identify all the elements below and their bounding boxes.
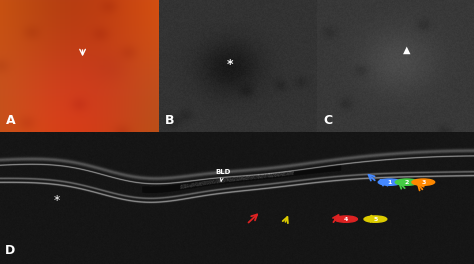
Circle shape bbox=[335, 216, 357, 222]
Circle shape bbox=[378, 179, 401, 185]
Circle shape bbox=[412, 179, 435, 185]
Text: D: D bbox=[5, 244, 15, 257]
Text: BLD: BLD bbox=[215, 169, 230, 181]
Text: 1: 1 bbox=[387, 180, 392, 185]
Text: A: A bbox=[6, 114, 16, 126]
Text: ▲: ▲ bbox=[402, 45, 410, 55]
Text: C: C bbox=[323, 114, 332, 126]
Text: *: * bbox=[54, 194, 60, 207]
Text: 5: 5 bbox=[373, 217, 378, 221]
Text: 3: 3 bbox=[421, 180, 426, 185]
Circle shape bbox=[364, 216, 387, 222]
Text: 4: 4 bbox=[344, 217, 348, 221]
Text: B: B bbox=[165, 114, 174, 126]
Text: 2: 2 bbox=[404, 180, 409, 185]
Circle shape bbox=[395, 179, 418, 185]
Text: *: * bbox=[227, 58, 233, 71]
